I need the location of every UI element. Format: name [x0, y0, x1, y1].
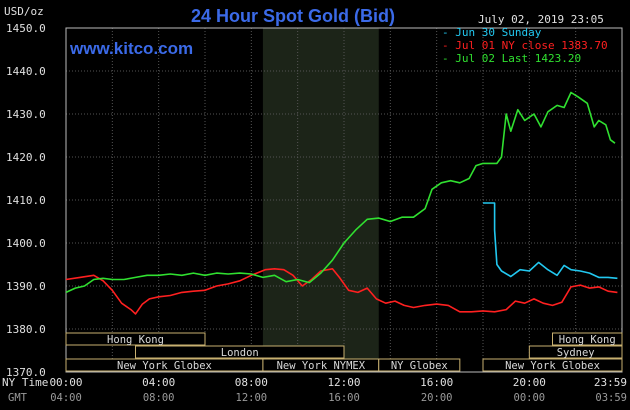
legend-entry: - Jun 30 Sunday [442, 26, 542, 39]
ny-time-tick: 08:00 [235, 376, 268, 389]
market-session-bar [378, 358, 461, 372]
y-tick-label: 1370.0 [6, 366, 46, 379]
ny-time-tick: 04:00 [142, 376, 175, 389]
gmt-time-tick: 03:59 [595, 392, 627, 404]
market-session-label: NY Globex [391, 360, 448, 372]
ny-time-label: NY Time [2, 376, 48, 389]
market-session-bar [482, 358, 623, 372]
gmt-label: GMT [8, 392, 28, 404]
y-tick-label: 1410.0 [6, 194, 46, 207]
ny-time-tick: 16:00 [420, 376, 453, 389]
y-tick-label: 1440.0 [6, 65, 46, 78]
series-line [483, 202, 618, 280]
site-watermark: www.kitco.com [69, 39, 193, 58]
y-tick-label: 1430.0 [6, 108, 46, 121]
market-session-label: New York NYMEX [277, 360, 366, 372]
market-session-label: Hong Kong [107, 334, 164, 346]
gmt-time-tick: 12:00 [236, 392, 268, 404]
legend-entry: - Jul 01 NY close 1383.70 [442, 39, 608, 52]
nymex-session-shading [262, 28, 379, 372]
y-tick-label: 1420.0 [6, 151, 46, 164]
gmt-time-tick: 08:00 [143, 392, 175, 404]
gmt-time-tick: 20:00 [421, 392, 453, 404]
gmt-time-tick: 00:00 [514, 392, 546, 404]
market-session-label: London [221, 347, 259, 359]
series-line [65, 268, 618, 315]
ny-time-tick: 12:00 [327, 376, 360, 389]
market-session-label: New York Globex [505, 360, 600, 372]
ny-time-tick: 20:00 [513, 376, 546, 389]
legend-entry: - Jul 02 Last 1423.20 [442, 52, 581, 65]
y-tick-label: 1450.0 [6, 22, 46, 35]
market-session-bar [135, 345, 345, 359]
market-session-label: Sydney [557, 347, 595, 359]
y-tick-label: 1380.0 [6, 323, 46, 336]
y-tick-label: 1390.0 [6, 280, 46, 293]
ny-time-tick: 00:00 [49, 376, 82, 389]
market-session-label: Hong Kong [559, 334, 616, 346]
unit-label: USD/oz [4, 5, 44, 18]
market-session-bar [65, 332, 206, 346]
ny-time-tick: 23:59 [594, 376, 627, 389]
plot-frame [65, 27, 623, 373]
market-session-bar [552, 332, 623, 346]
market-session-label: New York Globex [117, 360, 212, 372]
series-line [65, 91, 616, 294]
gmt-time-tick: 16:00 [328, 392, 360, 404]
y-tick-label: 1400.0 [6, 237, 46, 250]
gmt-time-tick: 04:00 [50, 392, 82, 404]
chart-title: 24 Hour Spot Gold (Bid) [191, 6, 395, 26]
timestamp: July 02, 2019 23:05 [478, 13, 604, 26]
market-session-bar [528, 345, 623, 359]
